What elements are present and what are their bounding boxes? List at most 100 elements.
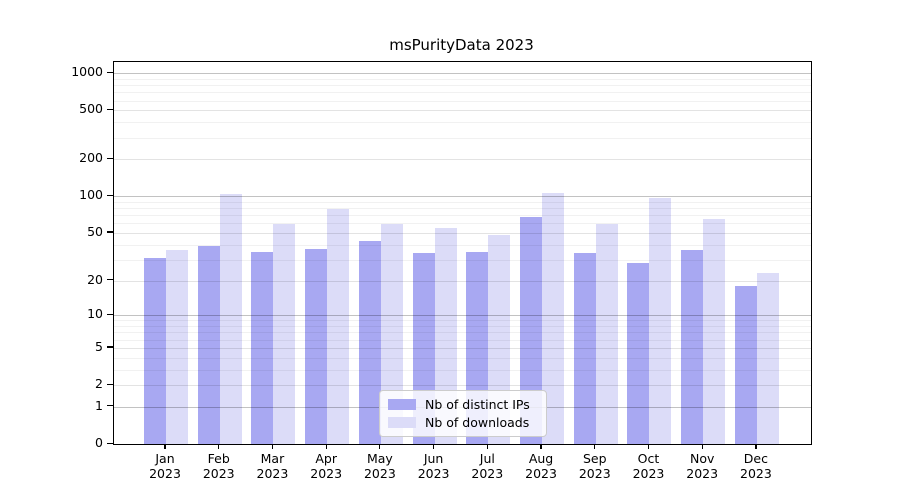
gridline <box>114 232 811 234</box>
bar-distinct-ips <box>251 251 274 444</box>
x-tick-mark <box>164 444 166 449</box>
bar-distinct-ips <box>305 248 328 444</box>
x-tick-label: Aug 2023 <box>525 451 557 481</box>
legend-item-downloads: Nb of downloads <box>380 414 546 430</box>
y-tick-mark <box>107 108 113 110</box>
x-tick-mark <box>755 444 757 449</box>
gridline <box>114 320 811 322</box>
bar-downloads <box>649 198 672 444</box>
x-tick-mark <box>594 444 596 449</box>
bar-distinct-ips <box>734 285 757 444</box>
gridline <box>114 357 811 359</box>
y-tick-label: 20 <box>87 271 103 287</box>
x-tick-mark <box>325 444 327 449</box>
y-tick-mark <box>107 71 113 73</box>
y-tick-mark <box>107 279 113 281</box>
x-tick-label: Dec 2023 <box>740 451 772 481</box>
x-tick-mark <box>647 444 650 449</box>
bar-downloads <box>166 250 188 444</box>
gridline <box>114 137 811 139</box>
gridline <box>114 347 811 349</box>
y-tick-label: 2 <box>95 376 103 392</box>
gridline <box>114 326 811 328</box>
y-tick-mark <box>107 442 113 444</box>
x-tick-label: Oct 2023 <box>632 451 665 481</box>
bar-distinct-ips <box>197 245 220 444</box>
gridline <box>114 122 811 124</box>
legend-swatch-downloads <box>388 417 416 428</box>
y-tick-label: 200 <box>79 150 103 166</box>
bar-downloads <box>756 273 779 444</box>
bar-downloads <box>595 224 618 444</box>
chart-title: msPurityData 2023 <box>389 36 534 54</box>
x-tick-label: Nov 2023 <box>686 451 719 481</box>
y-tick-label: 100 <box>79 187 103 203</box>
gridline <box>114 92 811 94</box>
y-tick-label: 1 <box>95 397 103 413</box>
bar-downloads <box>219 194 242 444</box>
gridline <box>114 159 811 161</box>
gridline <box>114 208 811 210</box>
y-tick-label: 0 <box>95 435 103 450</box>
y-tick-label: 50 <box>87 223 103 239</box>
gridline <box>114 280 811 282</box>
y-tick-mark <box>107 194 113 196</box>
y-tick-mark <box>107 313 113 315</box>
bar-downloads <box>273 224 296 444</box>
x-tick-mark <box>486 444 488 449</box>
x-tick-label: Apr 2023 <box>310 451 343 481</box>
gridline <box>114 259 811 261</box>
gridline <box>114 100 811 102</box>
x-tick-label: Jun 2023 <box>417 451 450 481</box>
x-tick-label: Jan 2023 <box>149 451 181 481</box>
x-tick-label: May 2023 <box>363 451 396 481</box>
gridline <box>114 339 811 341</box>
bar-distinct-ips <box>144 257 166 444</box>
gridline <box>114 315 811 317</box>
gridline <box>114 78 811 80</box>
y-tick-mark <box>107 231 113 233</box>
y-tick-label: 1000 <box>71 64 103 80</box>
legend: Nb of distinct IPs Nb of downloads <box>379 390 547 437</box>
legend-label-distinct-ips: Nb of distinct IPs <box>425 396 530 412</box>
y-tick-label: 500 <box>79 101 103 117</box>
bar-downloads <box>703 219 726 444</box>
gridline <box>114 369 811 371</box>
gridline <box>114 215 811 217</box>
plot-area: Nb of distinct IPs Nb of downloads <box>113 61 812 445</box>
legend-item-distinct-ips: Nb of distinct IPs <box>380 396 546 412</box>
bar-downloads <box>380 224 403 444</box>
bar-distinct-ips <box>627 263 650 444</box>
x-tick-mark <box>218 444 220 449</box>
gridline <box>114 196 811 198</box>
x-tick-label: Sep 2023 <box>578 451 611 481</box>
gridline <box>114 110 811 112</box>
y-tick-label: 10 <box>87 306 103 322</box>
legend-label-downloads: Nb of downloads <box>425 414 530 430</box>
x-tick-label: Mar 2023 <box>256 451 289 481</box>
gridline <box>114 385 811 387</box>
x-tick-label: Feb 2023 <box>202 451 235 481</box>
y-tick-mark <box>107 157 113 159</box>
y-tick-label: 5 <box>95 338 103 354</box>
bar-distinct-ips <box>520 216 543 444</box>
bar-distinct-ips <box>681 250 704 444</box>
x-tick-mark <box>433 444 435 449</box>
y-tick-mark <box>107 405 113 407</box>
y-tick-mark <box>107 383 113 385</box>
bar-distinct-ips <box>573 253 596 444</box>
gridline <box>114 244 811 246</box>
bar-downloads <box>542 192 565 444</box>
bar-downloads <box>327 208 350 444</box>
x-tick-mark <box>271 444 274 449</box>
x-tick-mark <box>379 444 381 449</box>
x-tick-mark <box>540 444 542 449</box>
gridline <box>114 73 811 75</box>
legend-swatch-distinct-ips <box>388 399 416 410</box>
x-tick-mark <box>701 444 703 449</box>
x-tick-label: Jul 2023 <box>471 451 504 481</box>
gridline <box>114 332 811 334</box>
gridline <box>114 223 811 225</box>
bar-downloads <box>434 227 457 444</box>
